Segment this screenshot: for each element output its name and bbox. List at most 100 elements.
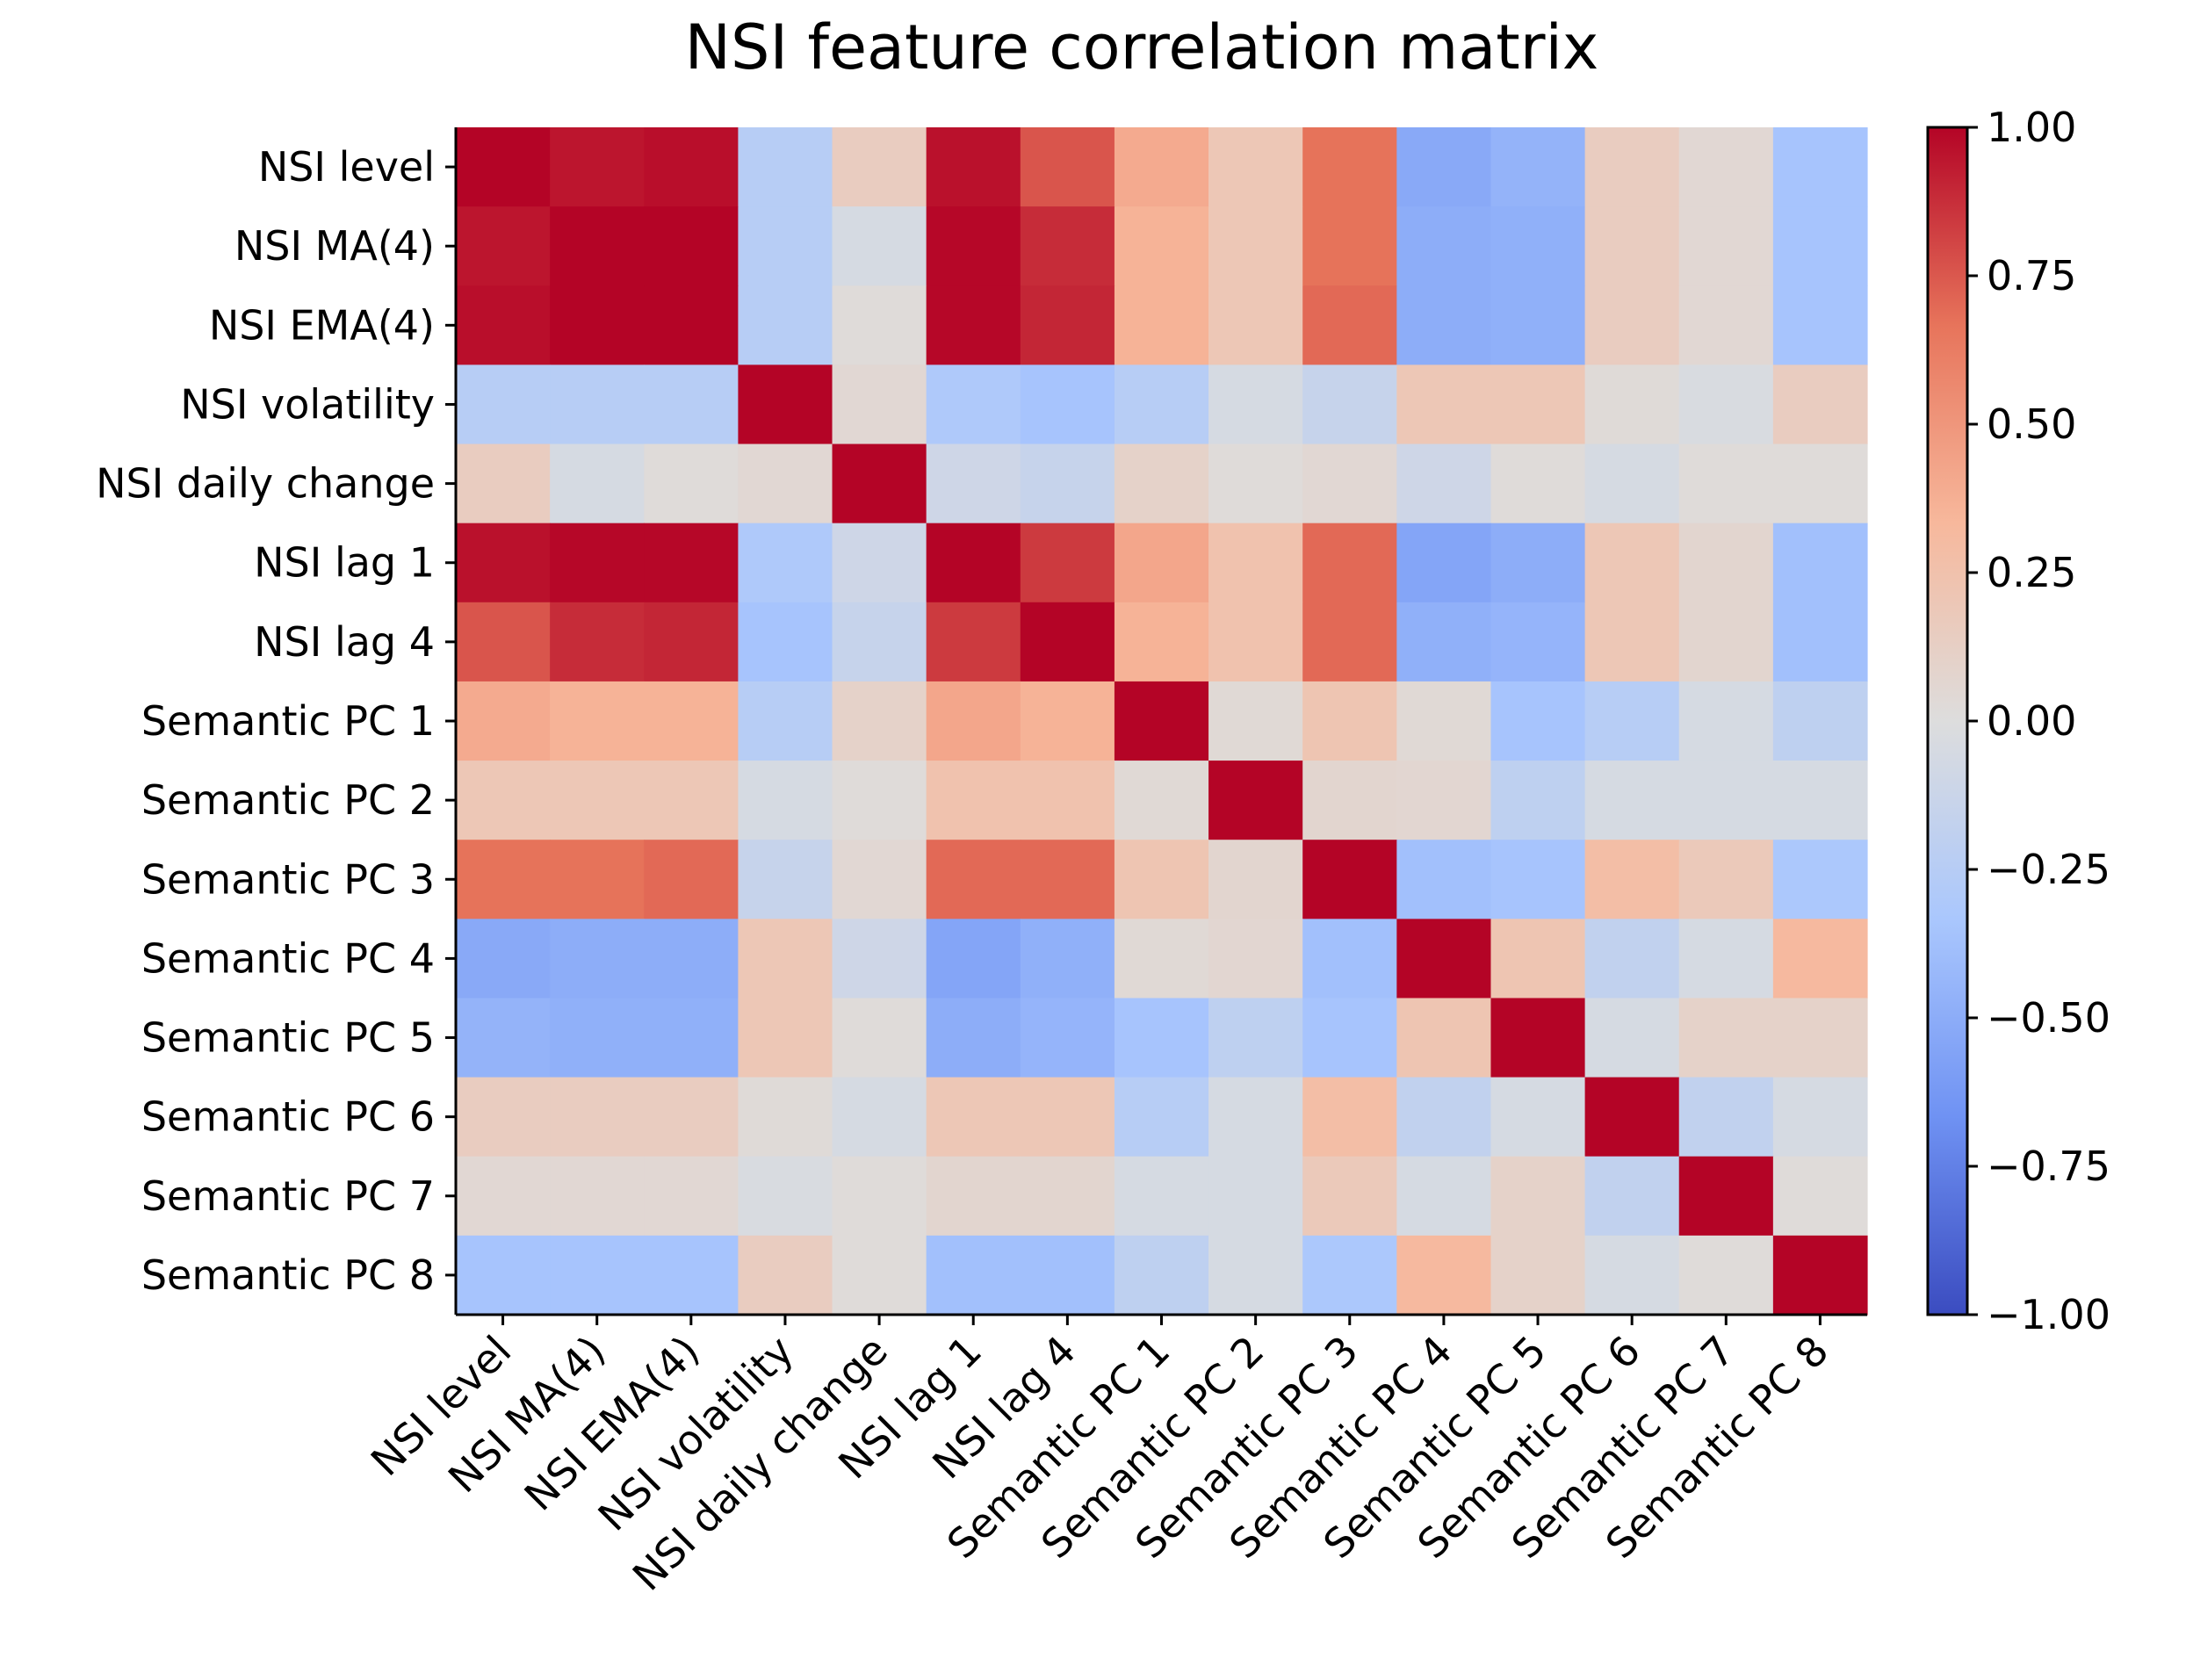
heatmap-cell-r1-c1: [550, 206, 645, 286]
heatmap-cells: [456, 127, 1868, 1316]
heatmap-cell-r6-c5: [926, 602, 1021, 682]
heatmap-cell-r10-c12: [1584, 919, 1680, 999]
heatmap-cell-r14-c13: [1678, 1235, 1774, 1316]
heatmap-cell-r2-c14: [1772, 285, 1868, 365]
heatmap-cell-r3-c10: [1396, 364, 1492, 445]
heatmap-cell-r8-c0: [456, 761, 551, 840]
heatmap-cell-r2-c8: [1208, 285, 1303, 365]
heatmap-cell-r6-c6: [1020, 602, 1115, 682]
heatmap-cell-r11-c9: [1302, 998, 1397, 1078]
colorbar-tick-label: −0.25: [1987, 846, 2110, 893]
heatmap-cell-r13-c0: [456, 1156, 551, 1237]
y-tick-label: NSI lag 4: [254, 618, 435, 666]
heatmap-cell-r0-c12: [1584, 127, 1680, 207]
heatmap-cell-r13-c6: [1020, 1156, 1115, 1237]
heatmap-cell-r5-c13: [1678, 523, 1774, 603]
heatmap-cell-r10-c1: [550, 919, 645, 999]
colorbar-tick-label: −0.75: [1987, 1143, 2110, 1190]
heatmap-cell-r13-c11: [1490, 1156, 1586, 1237]
heatmap-cell-r0-c7: [1114, 127, 1209, 207]
heatmap-cell-r14-c8: [1208, 1235, 1303, 1316]
heatmap-cell-r14-c3: [738, 1235, 833, 1316]
heatmap-cell-r6-c12: [1584, 602, 1680, 682]
heatmap-cell-r3-c6: [1020, 364, 1115, 445]
heatmap-cell-r9-c9: [1302, 840, 1397, 919]
heatmap-cell-r5-c9: [1302, 523, 1397, 603]
heatmap-cell-r1-c10: [1396, 206, 1492, 286]
heatmap-cell-r1-c6: [1020, 206, 1115, 286]
y-tick-label: NSI volatility: [180, 380, 435, 428]
heatmap-cell-r13-c10: [1396, 1156, 1492, 1237]
heatmap-cell-r9-c6: [1020, 840, 1115, 919]
heatmap-cell-r2-c3: [738, 285, 833, 365]
heatmap-cell-r11-c7: [1114, 998, 1209, 1078]
heatmap-cell-r1-c4: [832, 206, 927, 286]
heatmap-cell-r9-c12: [1584, 840, 1680, 919]
heatmap-cell-r3-c8: [1208, 364, 1303, 445]
heatmap-cell-r3-c0: [456, 364, 551, 445]
heatmap-cell-r2-c11: [1490, 285, 1586, 365]
heatmap-cell-r6-c4: [832, 602, 927, 682]
heatmap-cell-r12-c10: [1396, 1077, 1492, 1157]
y-tick-label: Semantic PC 8: [141, 1251, 435, 1299]
heatmap-cell-r9-c10: [1396, 840, 1492, 919]
colorbar-tick-label: 1.00: [1987, 104, 2076, 151]
heatmap-cell-r7-c0: [456, 681, 551, 761]
heatmap-cell-r7-c13: [1678, 681, 1774, 761]
heatmap-cell-r0-c5: [926, 127, 1021, 207]
y-tick-label: Semantic PC 1: [141, 697, 435, 745]
heatmap-cell-r10-c11: [1490, 919, 1586, 999]
heatmap-cell-r11-c3: [738, 998, 833, 1078]
heatmap-cell-r14-c9: [1302, 1235, 1397, 1316]
heatmap-cell-r7-c12: [1584, 681, 1680, 761]
colorbar-tick-label: 0.00: [1987, 697, 2076, 745]
colorbar-tick-label: 0.50: [1987, 400, 2076, 448]
heatmap-cell-r3-c7: [1114, 364, 1209, 445]
y-tick-label: NSI daily change: [96, 460, 435, 508]
heatmap-cell-r7-c7: [1114, 681, 1209, 761]
heatmap-cell-r6-c2: [644, 602, 739, 682]
heatmap-cell-r1-c9: [1302, 206, 1397, 286]
heatmap-cell-r8-c10: [1396, 761, 1492, 840]
heatmap-cell-r1-c13: [1678, 206, 1774, 286]
y-tick-label: Semantic PC 2: [141, 776, 435, 824]
heatmap-cell-r11-c13: [1678, 998, 1774, 1078]
colorbar: 1.00 0.75 0.50 0.25 0.00 −0.25 −0.50 −0.75 −1.00: [1926, 104, 2110, 1338]
heatmap-cell-r9-c2: [644, 840, 739, 919]
heatmap-cell-r11-c6: [1020, 998, 1115, 1078]
heatmap-cell-r8-c7: [1114, 761, 1209, 840]
heatmap-cell-r2-c7: [1114, 285, 1209, 365]
heatmap-cell-r12-c1: [550, 1077, 645, 1157]
heatmap-cell-r5-c1: [550, 523, 645, 603]
heatmap-cell-r7-c2: [644, 681, 739, 761]
heatmap-cell-r11-c12: [1584, 998, 1680, 1078]
heatmap-cell-r2-c1: [550, 285, 645, 365]
heatmap-cell-r5-c11: [1490, 523, 1586, 603]
heatmap-cell-r10-c3: [738, 919, 833, 999]
heatmap-cell-r0-c4: [832, 127, 927, 207]
heatmap-cell-r8-c12: [1584, 761, 1680, 840]
heatmap-cell-r2-c0: [456, 285, 551, 365]
heatmap-cell-r4-c2: [644, 443, 739, 524]
heatmap-cell-r6-c10: [1396, 602, 1492, 682]
heatmap-cell-r14-c11: [1490, 1235, 1586, 1316]
heatmap-cell-r7-c14: [1772, 681, 1868, 761]
heatmap-cell-r11-c8: [1208, 998, 1303, 1078]
heatmap-cell-r2-c4: [832, 285, 927, 365]
heatmap-cell-r14-c12: [1584, 1235, 1680, 1316]
heatmap-cell-r11-c11: [1490, 998, 1586, 1078]
y-tick-label: NSI lag 1: [254, 539, 435, 587]
heatmap-cell-r4-c6: [1020, 443, 1115, 524]
heatmap-cell-r2-c13: [1678, 285, 1774, 365]
heatmap-cell-r6-c14: [1772, 602, 1868, 682]
heatmap-cell-r14-c1: [550, 1235, 645, 1316]
y-tick-label: NSI EMA(4): [209, 301, 435, 349]
heatmap-cell-r10-c0: [456, 919, 551, 999]
heatmap-cell-r0-c13: [1678, 127, 1774, 207]
heatmap-cell-r5-c3: [738, 523, 833, 603]
heatmap-cell-r5-c6: [1020, 523, 1115, 603]
heatmap-cell-r9-c7: [1114, 840, 1209, 919]
heatmap-cell-r14-c5: [926, 1235, 1021, 1316]
heatmap-cell-r12-c2: [644, 1077, 739, 1157]
